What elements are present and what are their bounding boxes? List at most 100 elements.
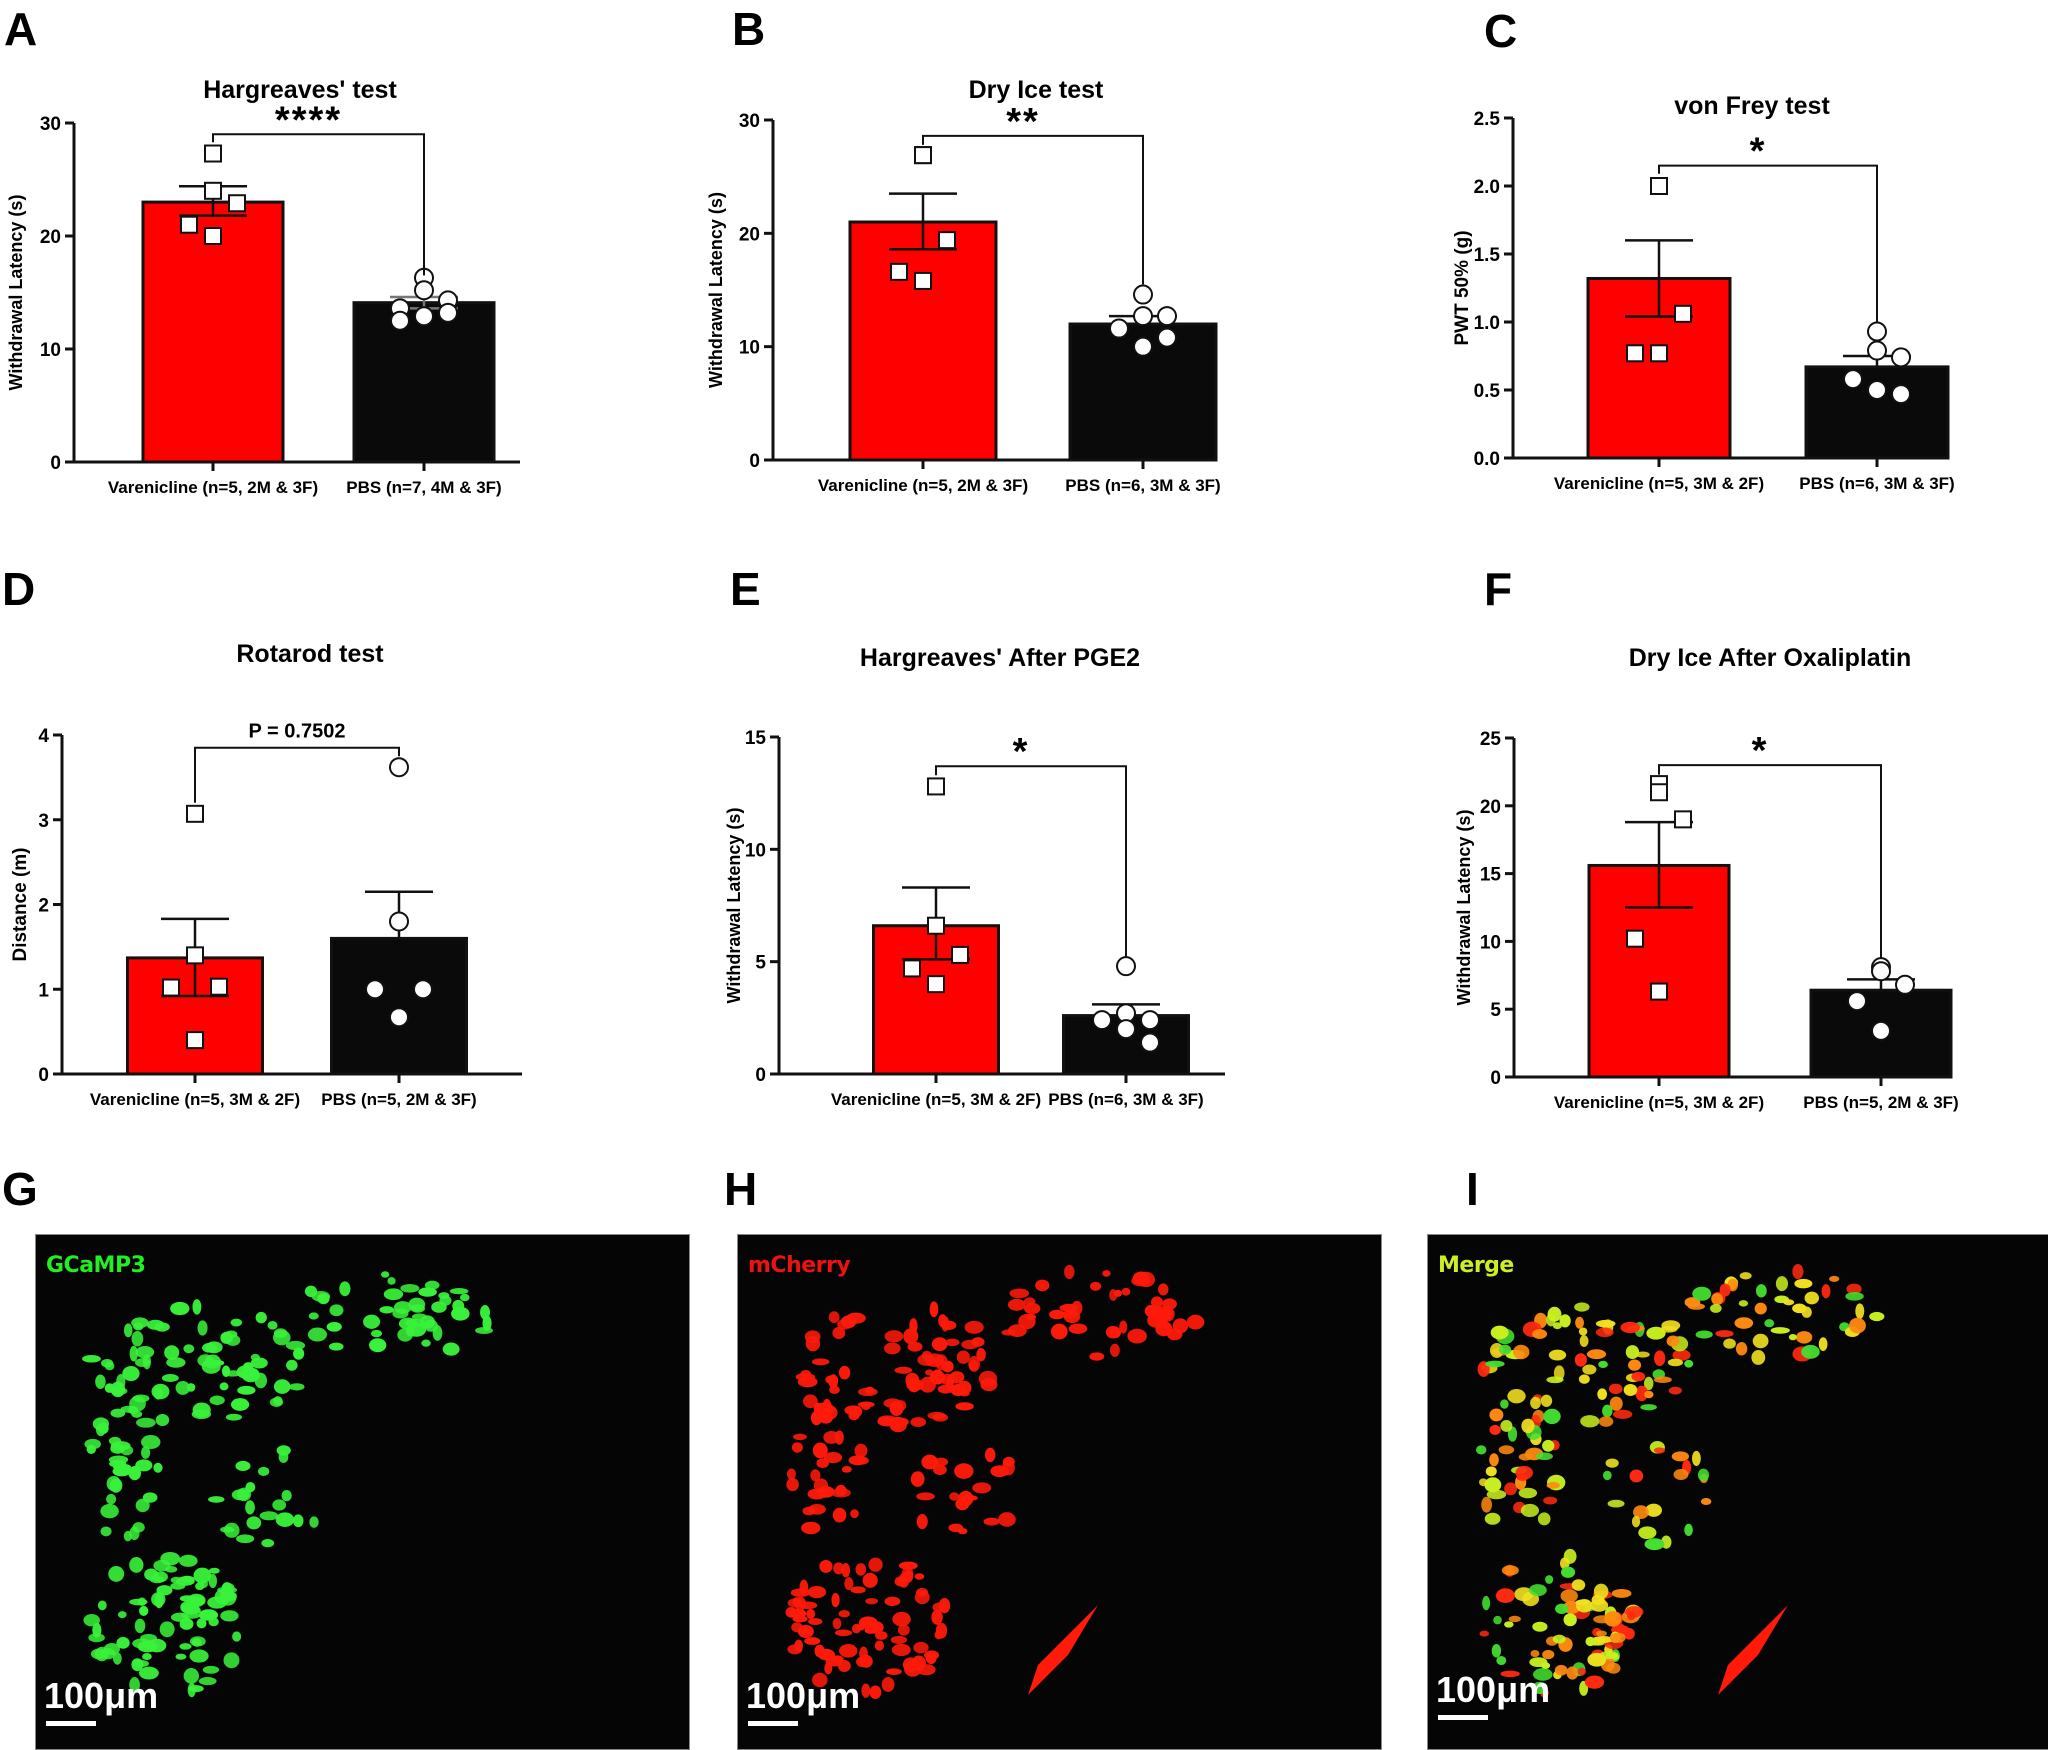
x-category-label: PBS (n=5, 2M & 3F): [321, 1090, 476, 1109]
data-point-square: [1674, 304, 1692, 323]
y-tick-label: 2: [38, 896, 49, 917]
micrograph-label-gcamp3: GCaMP3: [46, 1253, 146, 1278]
y-tick-label: 0: [1490, 1068, 1501, 1089]
gcamp3-cells: [82, 1271, 493, 1698]
data-point-circle: [1867, 340, 1887, 361]
data-point-circle: [1133, 306, 1153, 327]
data-point-circle: [1116, 1019, 1136, 1040]
data-point-circle: [1867, 380, 1887, 400]
data-point-square: [204, 227, 222, 245]
significance-label: **: [1006, 101, 1040, 143]
y-tick-label: 20: [1480, 797, 1501, 818]
chart-title: Rotarod test: [236, 640, 384, 668]
x-category-label: Varenicline (n=5, 2M & 3F): [818, 476, 1028, 495]
x-category-label: PBS (n=6, 3M & 3F): [1065, 476, 1220, 495]
y-tick-label: 1.0: [1474, 313, 1500, 334]
y-tick-label: 0: [755, 1065, 766, 1086]
data-point-square: [186, 946, 204, 965]
data-point-square: [180, 215, 198, 234]
panel-letter-c: C: [1484, 5, 1518, 57]
x-category-label: Varenicline (n=5, 3M & 2F): [90, 1090, 300, 1109]
data-point-square: [914, 271, 932, 290]
data-point-circle: [1867, 321, 1887, 342]
data-point-square: [927, 916, 945, 935]
data-point-square: [186, 1031, 204, 1050]
chart-title: Hargreaves' test: [203, 76, 397, 104]
y-tick-label: 20: [40, 227, 61, 248]
y-tick-label: 15: [1480, 865, 1502, 886]
x-category-label: Varenicline (n=5, 3M & 2F): [1554, 1093, 1764, 1112]
y-tick-label: 10: [1480, 932, 1501, 953]
data-point-square: [228, 194, 246, 213]
data-point-circle: [1133, 284, 1153, 305]
significance-label: *: [1013, 731, 1030, 773]
y-tick-label: 10: [739, 338, 760, 359]
data-point-square: [938, 231, 956, 250]
panel-letter-d: D: [2, 563, 36, 615]
data-point-square: [903, 959, 921, 978]
y-tick-label: 25: [1480, 729, 1502, 750]
data-point-square: [1674, 810, 1692, 829]
data-point-square: [927, 777, 945, 796]
data-point-circle: [1157, 306, 1177, 327]
panel-letter-f: F: [1484, 563, 1513, 615]
chart-title: Dry Ice After Oxaliplatin: [1629, 644, 1912, 672]
y-tick-label: 0: [749, 451, 760, 472]
data-point-circle: [1092, 1010, 1112, 1031]
y-tick-label: 30: [40, 114, 61, 135]
panel-letter-h: H: [724, 1163, 758, 1215]
y-tick-label: 5: [755, 953, 766, 974]
x-category-label: Varenicline (n=5, 3M & 2F): [1554, 474, 1764, 493]
y-tick-label: 5: [1490, 1000, 1501, 1021]
micrograph-gcamp3: GCaMP3 100μm: [35, 1234, 690, 1750]
chart-title: Dry Ice test: [969, 76, 1104, 104]
x-category-label: PBS (n=6, 3M & 3F): [1799, 474, 1954, 493]
y-tick-label: 0.5: [1474, 381, 1501, 402]
merge-cells: [1476, 1264, 1885, 1698]
significance-label: *: [1750, 131, 1767, 173]
data-point-square: [951, 945, 969, 964]
micrograph-label-merge: Merge: [1438, 1253, 1514, 1278]
data-point-circle: [414, 306, 434, 327]
significance-label: *: [1752, 730, 1769, 772]
data-point-circle: [389, 911, 409, 932]
scale-bar: [46, 1721, 96, 1726]
data-point-circle: [413, 979, 433, 1000]
data-point-circle: [1140, 1032, 1160, 1053]
y-tick-label: 0: [38, 1065, 49, 1086]
y-tick-label: 1.5: [1474, 245, 1501, 266]
bar-varenicline: [141, 200, 285, 464]
x-category-label: Varenicline (n=5, 2M & 3F): [108, 478, 318, 497]
bar-pbs: [330, 936, 468, 1076]
bar-varenicline: [848, 220, 998, 462]
data-point-square: [1650, 982, 1668, 1001]
data-point-circle: [1157, 327, 1177, 348]
data-point-circle: [1891, 384, 1911, 405]
micrograph-mcherry: mCherry 100μm: [737, 1234, 1382, 1750]
data-point-square: [1650, 177, 1668, 195]
data-point-circle: [389, 1007, 409, 1028]
data-point-square: [204, 144, 222, 163]
y-tick-label: 30: [739, 111, 760, 132]
data-point-circle: [1133, 336, 1153, 357]
data-point-circle: [389, 757, 409, 778]
data-point-circle: [1140, 1010, 1160, 1031]
y-axis-label: Withdrawal Latency (s): [1454, 810, 1474, 1006]
y-tick-label: 2.5: [1474, 109, 1501, 130]
data-point-circle: [438, 302, 458, 323]
y-axis-label: Withdrawal Latency (s): [724, 808, 744, 1004]
y-axis-label: Distance (m): [10, 847, 31, 961]
micrograph-label-mcherry: mCherry: [748, 1253, 851, 1278]
micrograph-merge: Merge 100μm: [1427, 1234, 2048, 1750]
data-point-circle: [1871, 1020, 1891, 1041]
y-axis-label: Withdrawal Latency (s): [6, 195, 26, 391]
y-tick-label: 3: [38, 811, 49, 832]
data-point-circle: [414, 280, 434, 301]
y-tick-label: 10: [40, 340, 61, 361]
chart-title: von Frey test: [1674, 92, 1830, 120]
data-point-square: [927, 975, 945, 994]
chart-title: Hargreaves' After PGE2: [860, 644, 1140, 672]
y-tick-label: 4: [38, 726, 49, 747]
significance-label: P = 0.7502: [249, 721, 346, 743]
y-tick-label: 20: [739, 224, 760, 245]
